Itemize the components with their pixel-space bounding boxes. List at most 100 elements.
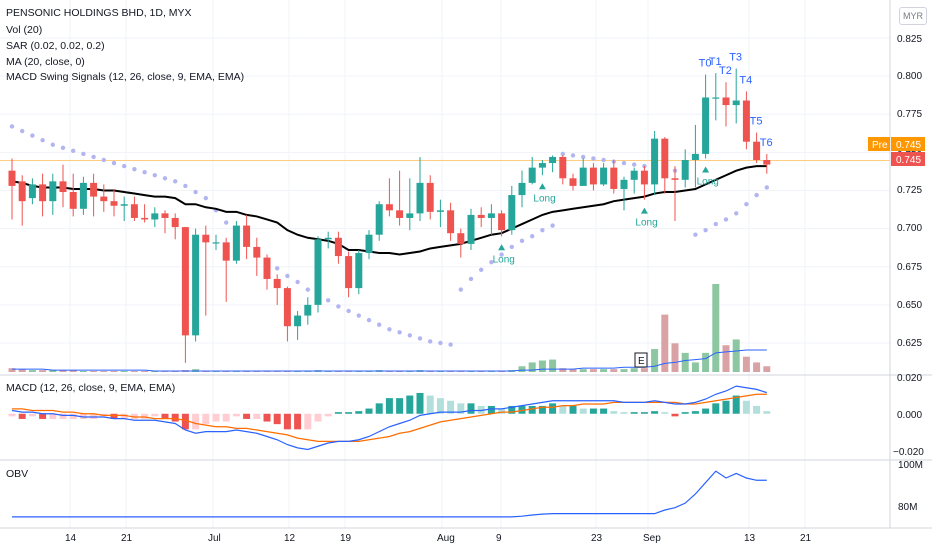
earnings-marker[interactable] bbox=[634, 352, 648, 368]
macd-histogram-bar bbox=[304, 413, 312, 430]
sar-dot bbox=[193, 189, 198, 195]
volume-bar bbox=[39, 370, 47, 372]
volume-bar bbox=[59, 370, 67, 372]
volume-bar bbox=[579, 369, 587, 372]
macd-histogram-bar bbox=[671, 413, 679, 417]
sar-dot bbox=[458, 287, 463, 292]
macd-histogram-bar bbox=[365, 408, 373, 414]
indicator-volume[interactable]: Vol (20) bbox=[6, 24, 43, 36]
macd-line bbox=[11, 385, 767, 451]
macd-histogram-bar bbox=[681, 412, 689, 414]
sar-dot bbox=[40, 137, 45, 143]
target-label: T6 bbox=[760, 137, 773, 149]
sar-dot bbox=[550, 223, 555, 228]
candles bbox=[8, 68, 771, 363]
candle-body bbox=[49, 181, 57, 202]
macd-histogram-bar bbox=[222, 413, 230, 422]
sar-dot bbox=[754, 192, 759, 198]
volume-bar bbox=[610, 369, 618, 372]
candle-body bbox=[651, 138, 659, 185]
candle-body bbox=[130, 204, 138, 218]
sar-dot bbox=[224, 220, 229, 225]
long-signal-label: Long bbox=[697, 176, 719, 187]
candle-body bbox=[263, 257, 271, 279]
macd-histogram-bar bbox=[18, 413, 26, 419]
macd-tick: 0.020 bbox=[897, 373, 922, 384]
currency-button[interactable]: MYR bbox=[899, 7, 927, 25]
candle-body bbox=[620, 179, 628, 189]
candle-body bbox=[498, 213, 506, 231]
volume-bar bbox=[549, 359, 557, 372]
macd-histogram-bar bbox=[273, 413, 281, 425]
volume-bar bbox=[620, 369, 628, 372]
candle-body bbox=[222, 242, 230, 261]
macd-pane-label[interactable]: MACD (12, 26, close, 9, EMA, EMA) bbox=[6, 382, 176, 394]
candle-body bbox=[559, 156, 567, 179]
candle-body bbox=[426, 182, 434, 212]
macd-histogram-bar bbox=[49, 413, 57, 419]
volume-bar bbox=[49, 370, 57, 372]
volume-bar bbox=[671, 343, 679, 372]
macd-histogram-bar bbox=[589, 408, 597, 414]
ma-line bbox=[11, 165, 767, 256]
target-label: T4 bbox=[739, 74, 752, 86]
indicator-ma[interactable]: MA (20, close, 0) bbox=[6, 56, 85, 68]
macd-histogram-bar bbox=[406, 395, 414, 414]
candle-body bbox=[232, 225, 240, 261]
long-signal-arrow bbox=[702, 166, 710, 173]
volume-bar bbox=[90, 371, 98, 372]
candle-body bbox=[528, 167, 536, 183]
sar-dot bbox=[9, 124, 15, 129]
price-tick: 0.725 bbox=[897, 185, 922, 196]
sar-dot bbox=[122, 163, 127, 169]
pre-price-text: 0.745 bbox=[896, 140, 921, 151]
sar-dot bbox=[540, 227, 545, 233]
sar-dot bbox=[764, 185, 769, 190]
sar-dot bbox=[509, 244, 514, 250]
price-tick: 0.700 bbox=[897, 223, 922, 234]
obv-tick: 100M bbox=[898, 460, 923, 471]
price-tick: 0.625 bbox=[897, 338, 922, 349]
macd-histogram-bar bbox=[763, 411, 771, 414]
sar-dot bbox=[448, 342, 453, 347]
candle-body bbox=[283, 288, 291, 327]
indicator-sar[interactable]: SAR (0.02, 0.02, 0.2) bbox=[6, 40, 105, 52]
macd-histogram-bar bbox=[620, 412, 628, 414]
sar-dot bbox=[438, 340, 443, 346]
candle-body bbox=[294, 315, 302, 327]
candle-body bbox=[334, 237, 342, 257]
obv-pane-label[interactable]: OBV bbox=[6, 468, 29, 480]
candle-body bbox=[151, 213, 159, 220]
sar-dot bbox=[346, 308, 351, 314]
indicator-macd-swing[interactable]: MACD Swing Signals (12, 26, close, 9, EM… bbox=[6, 71, 245, 83]
macd-histogram-bar bbox=[436, 398, 444, 414]
macd-histogram-bar bbox=[610, 411, 618, 414]
macd-histogram-bar bbox=[600, 408, 608, 414]
volume-bar bbox=[681, 352, 689, 372]
volume-bar bbox=[722, 345, 730, 372]
sar-dot bbox=[295, 279, 300, 285]
obv-pane bbox=[12, 470, 767, 518]
volume-bar bbox=[100, 371, 108, 372]
sar-dot bbox=[723, 217, 729, 222]
volume-bar bbox=[141, 371, 149, 372]
sar-dot bbox=[744, 202, 749, 207]
macd-histogram-bar bbox=[477, 405, 485, 414]
time-tick: 23 bbox=[591, 533, 603, 544]
candle-body bbox=[171, 217, 179, 228]
macd-pane bbox=[8, 385, 771, 451]
long-signal-label: Long bbox=[635, 218, 657, 229]
pre-badge-text: Pre bbox=[872, 140, 888, 151]
obv-tick: 80M bbox=[898, 502, 917, 513]
target-label: T3 bbox=[729, 52, 742, 64]
candle-body bbox=[69, 192, 77, 209]
candle-body bbox=[569, 178, 577, 186]
sar-dot bbox=[693, 232, 698, 237]
candle-body bbox=[630, 170, 638, 180]
candle-body bbox=[39, 184, 47, 202]
macd-histogram-bar bbox=[691, 411, 699, 414]
volume-bar bbox=[763, 366, 771, 372]
long-signal-label: Long bbox=[493, 254, 515, 265]
macd-histogram-bar bbox=[202, 413, 210, 425]
